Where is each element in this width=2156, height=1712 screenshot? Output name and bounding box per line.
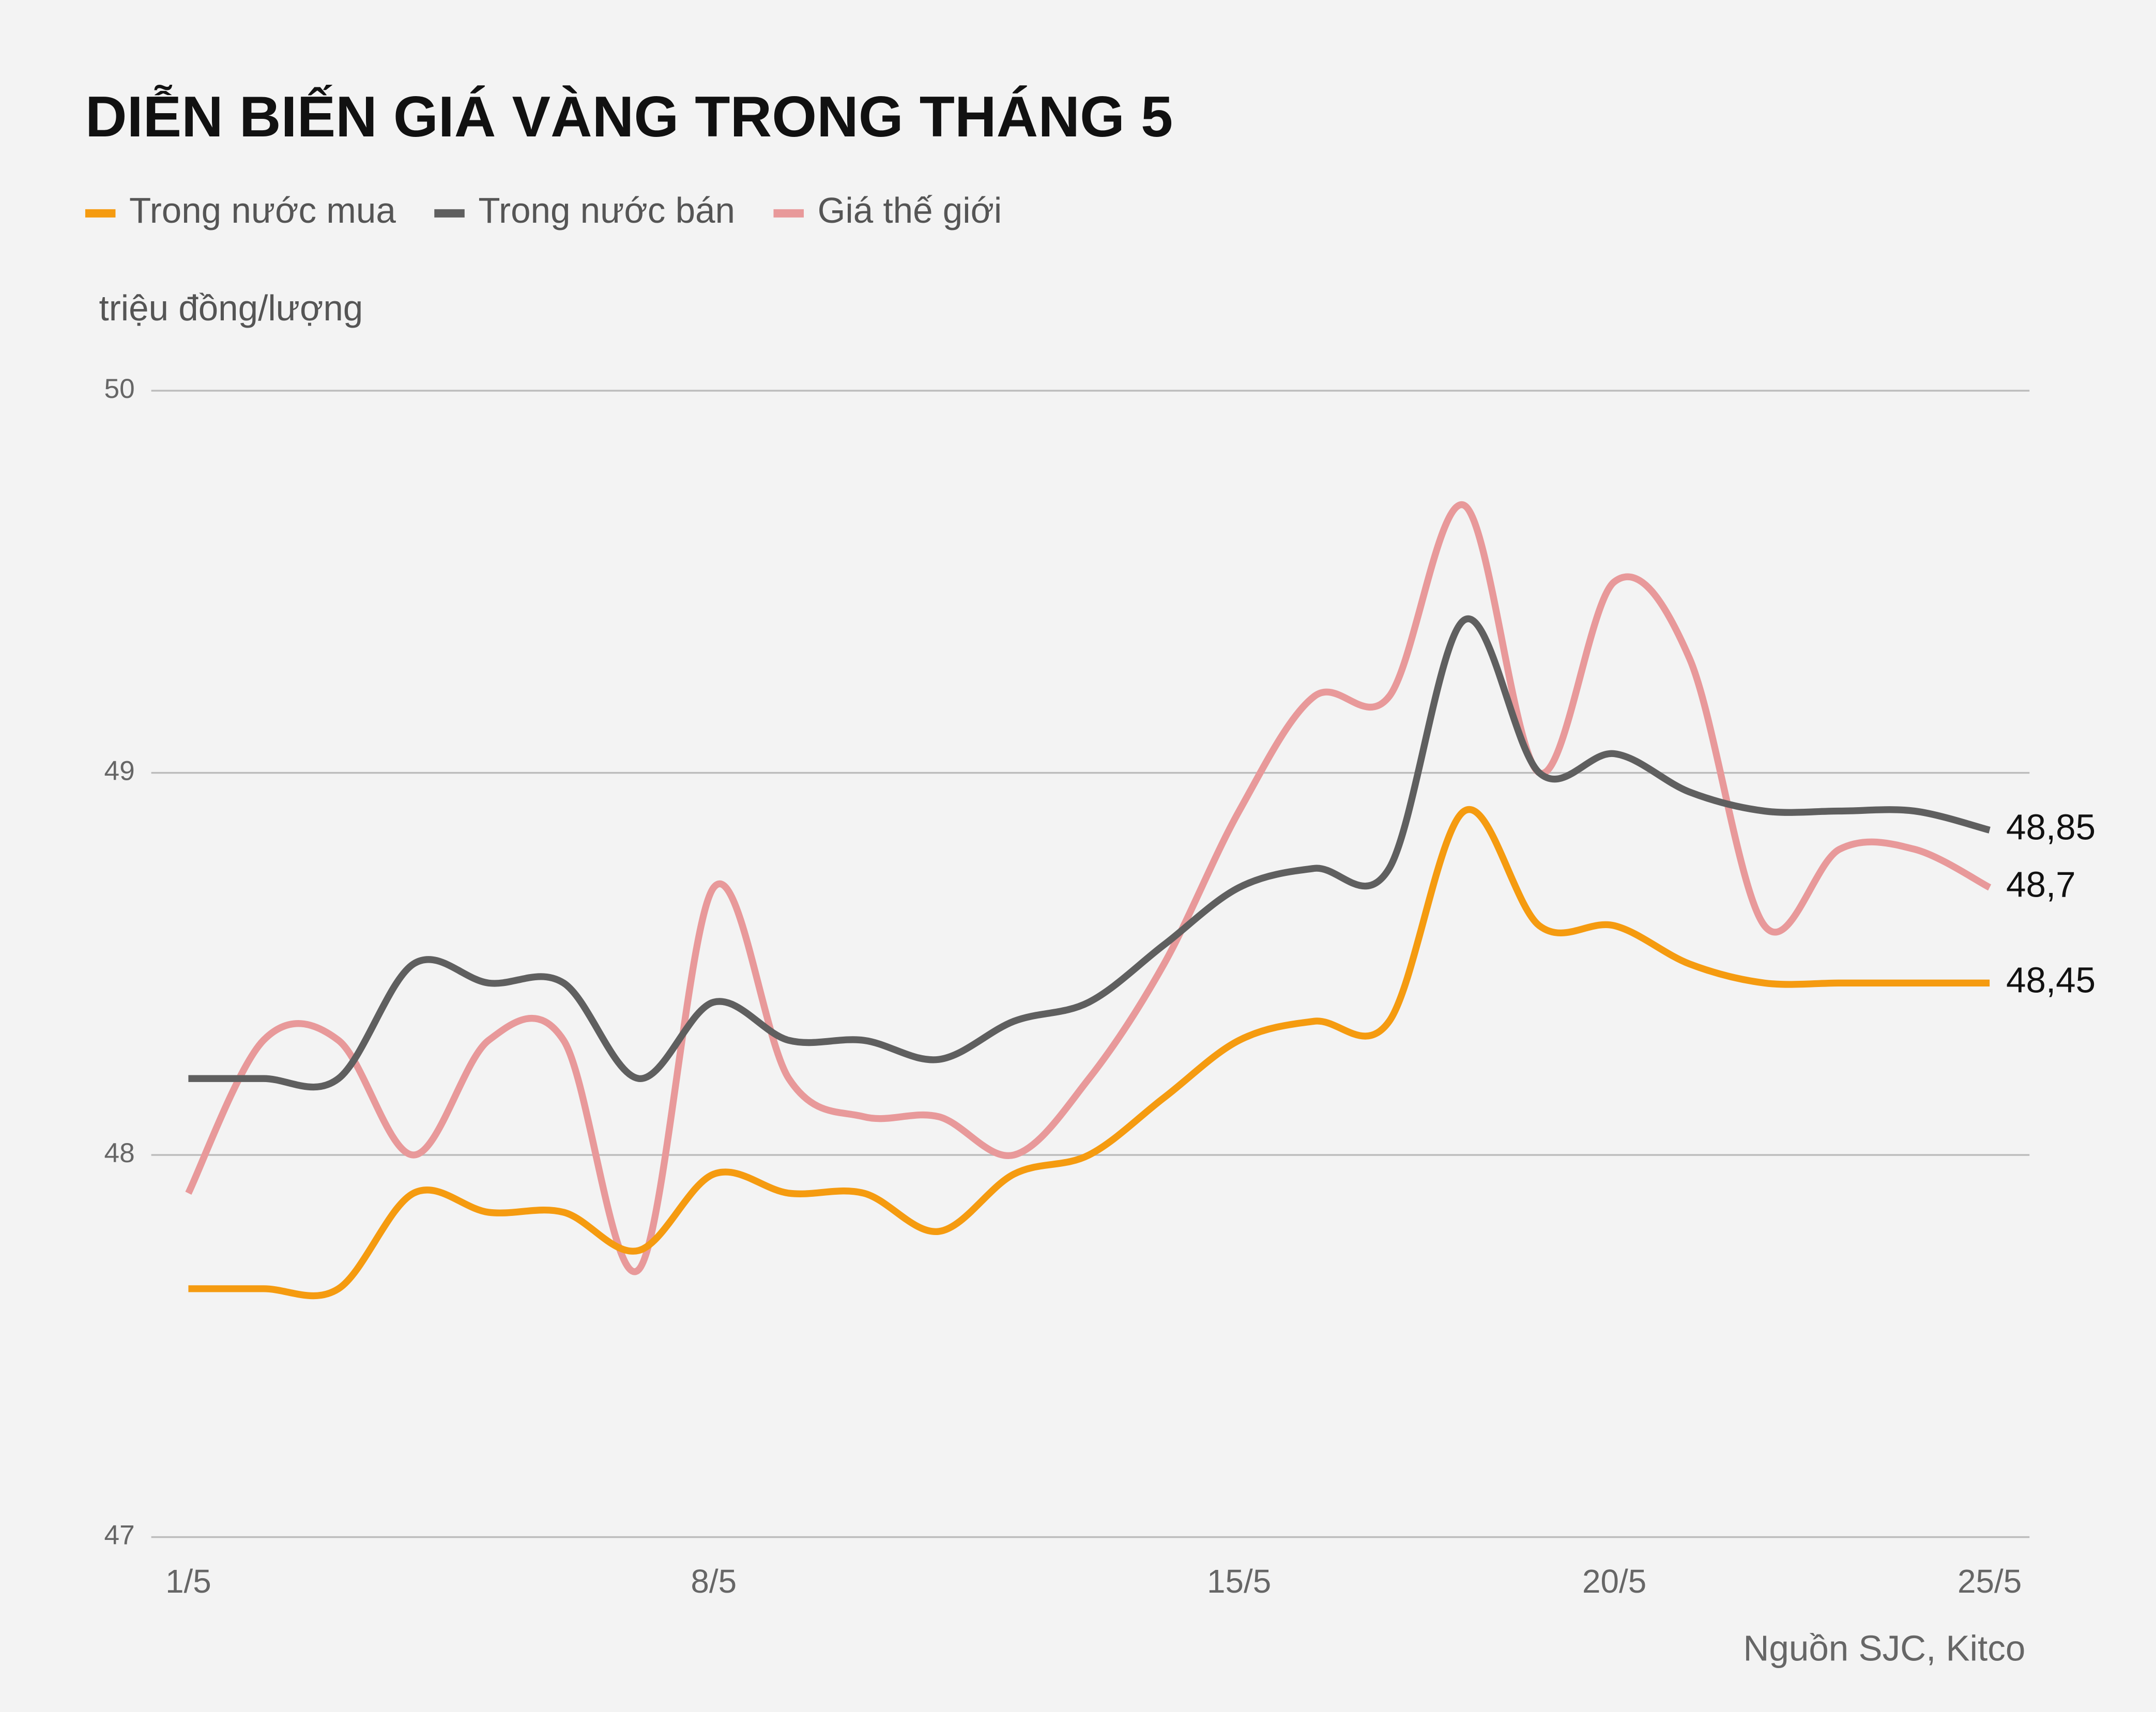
x-tick-label: 20/5 (1582, 1563, 1646, 1600)
series-line (188, 615, 1991, 1091)
legend-label: Trong nước mua (129, 190, 396, 230)
x-tick-label: 25/5 (1958, 1563, 2022, 1600)
y-tick-label: 50 (104, 374, 135, 404)
x-tick-label: 8/5 (691, 1563, 737, 1600)
legend-label: Trong nước bán (478, 190, 735, 230)
value-label: 48,7 (2006, 865, 2076, 905)
source: Nguồn SJC, Kitco (1743, 1628, 2025, 1669)
value-label: 48,45 (2006, 960, 2096, 1000)
y-tick-label: 48 (104, 1138, 135, 1168)
series-line (188, 806, 1990, 1300)
y-axis-label: triệu đồng/lượng (99, 288, 363, 328)
chart-title: DIỄN BIẾN GIÁ VÀNG TRONG THÁNG 5 (85, 84, 1173, 149)
y-tick-label: 47 (104, 1520, 135, 1551)
series-line (185, 501, 1992, 1275)
y-tick-label: 49 (104, 756, 135, 786)
x-tick-label: 1/5 (165, 1563, 211, 1600)
x-tick-label: 15/5 (1207, 1563, 1271, 1600)
value-label: 48,85 (2006, 807, 2096, 847)
legend-label: Giá thế giới (818, 190, 1002, 230)
